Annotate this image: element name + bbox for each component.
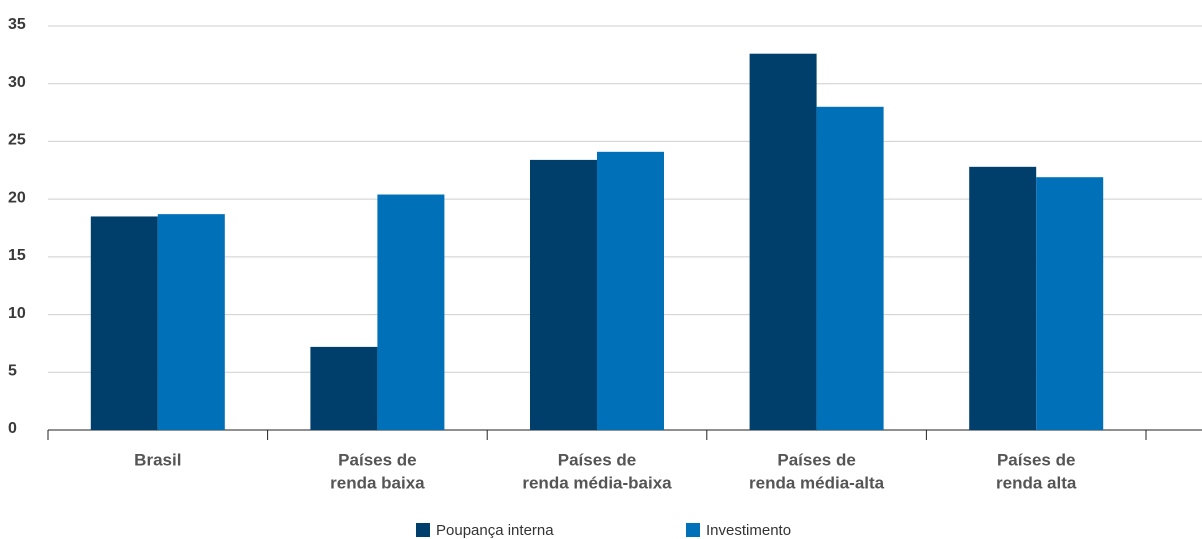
legend-label: Investimento [706,522,791,539]
bar [157,214,225,430]
y-tick-label: 25 [8,132,26,149]
bar [816,106,884,431]
x-tick-label: Brasil [134,450,181,469]
y-tick-label: 30 [8,74,26,91]
y-tick-label: 0 [8,420,17,437]
bar [377,194,445,430]
bar [969,166,1037,430]
legend-swatch [416,523,430,537]
y-tick-label: 15 [8,247,26,264]
y-tick-label: 35 [8,16,26,33]
y-tick-label: 5 [8,363,17,380]
bar [1036,177,1104,430]
y-tick-label: 20 [8,189,26,206]
y-tick-label: 10 [8,305,26,322]
x-tick-label: renda baixa [330,473,425,492]
x-tick-label: renda média-alta [749,473,885,492]
x-tick-label: Países de [558,450,636,469]
x-tick-label: renda média-baixa [522,473,672,492]
bar [597,151,664,430]
bar [530,159,597,430]
x-tick-label: Países de [777,450,855,469]
x-tick-label: Países de [338,450,416,469]
x-tick-label: renda alta [996,473,1077,492]
bar [310,346,378,430]
legend-swatch [686,523,700,537]
bar [90,216,158,430]
x-tick-label: Países de [997,450,1075,469]
bar [749,53,817,431]
legend-label: Poupança interna [436,522,554,539]
